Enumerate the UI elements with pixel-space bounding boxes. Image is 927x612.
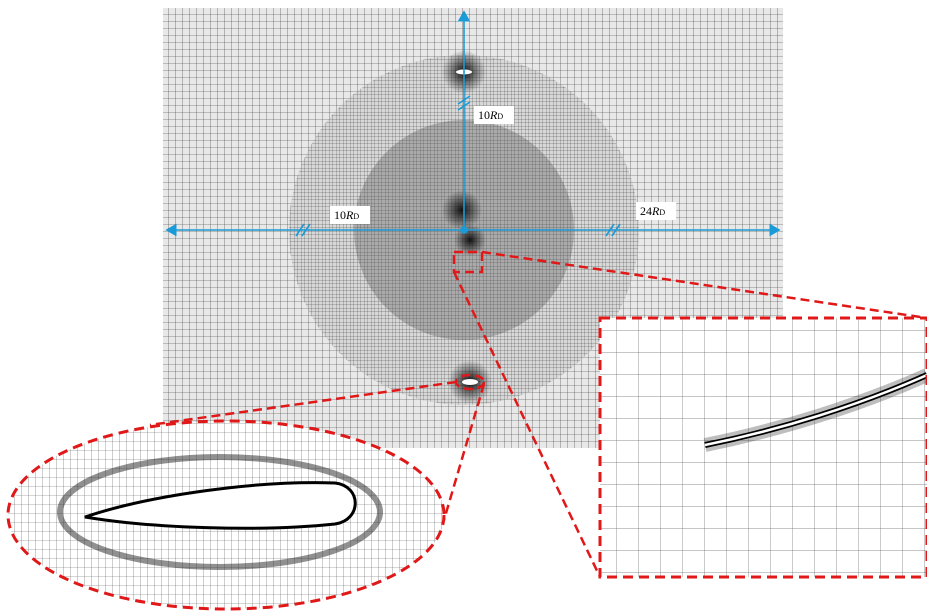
label-number: 10 [478,108,490,122]
airfoil-zoom [8,420,444,610]
trailing-edge-zoom [600,318,927,577]
figure: 10RD 10RD 24RD [0,0,927,612]
label-number: 10 [334,208,346,222]
label-number: 24 [640,204,652,218]
label-subscript: D [353,212,359,221]
label-subscript: D [659,208,665,217]
label-subscript: D [497,112,503,121]
